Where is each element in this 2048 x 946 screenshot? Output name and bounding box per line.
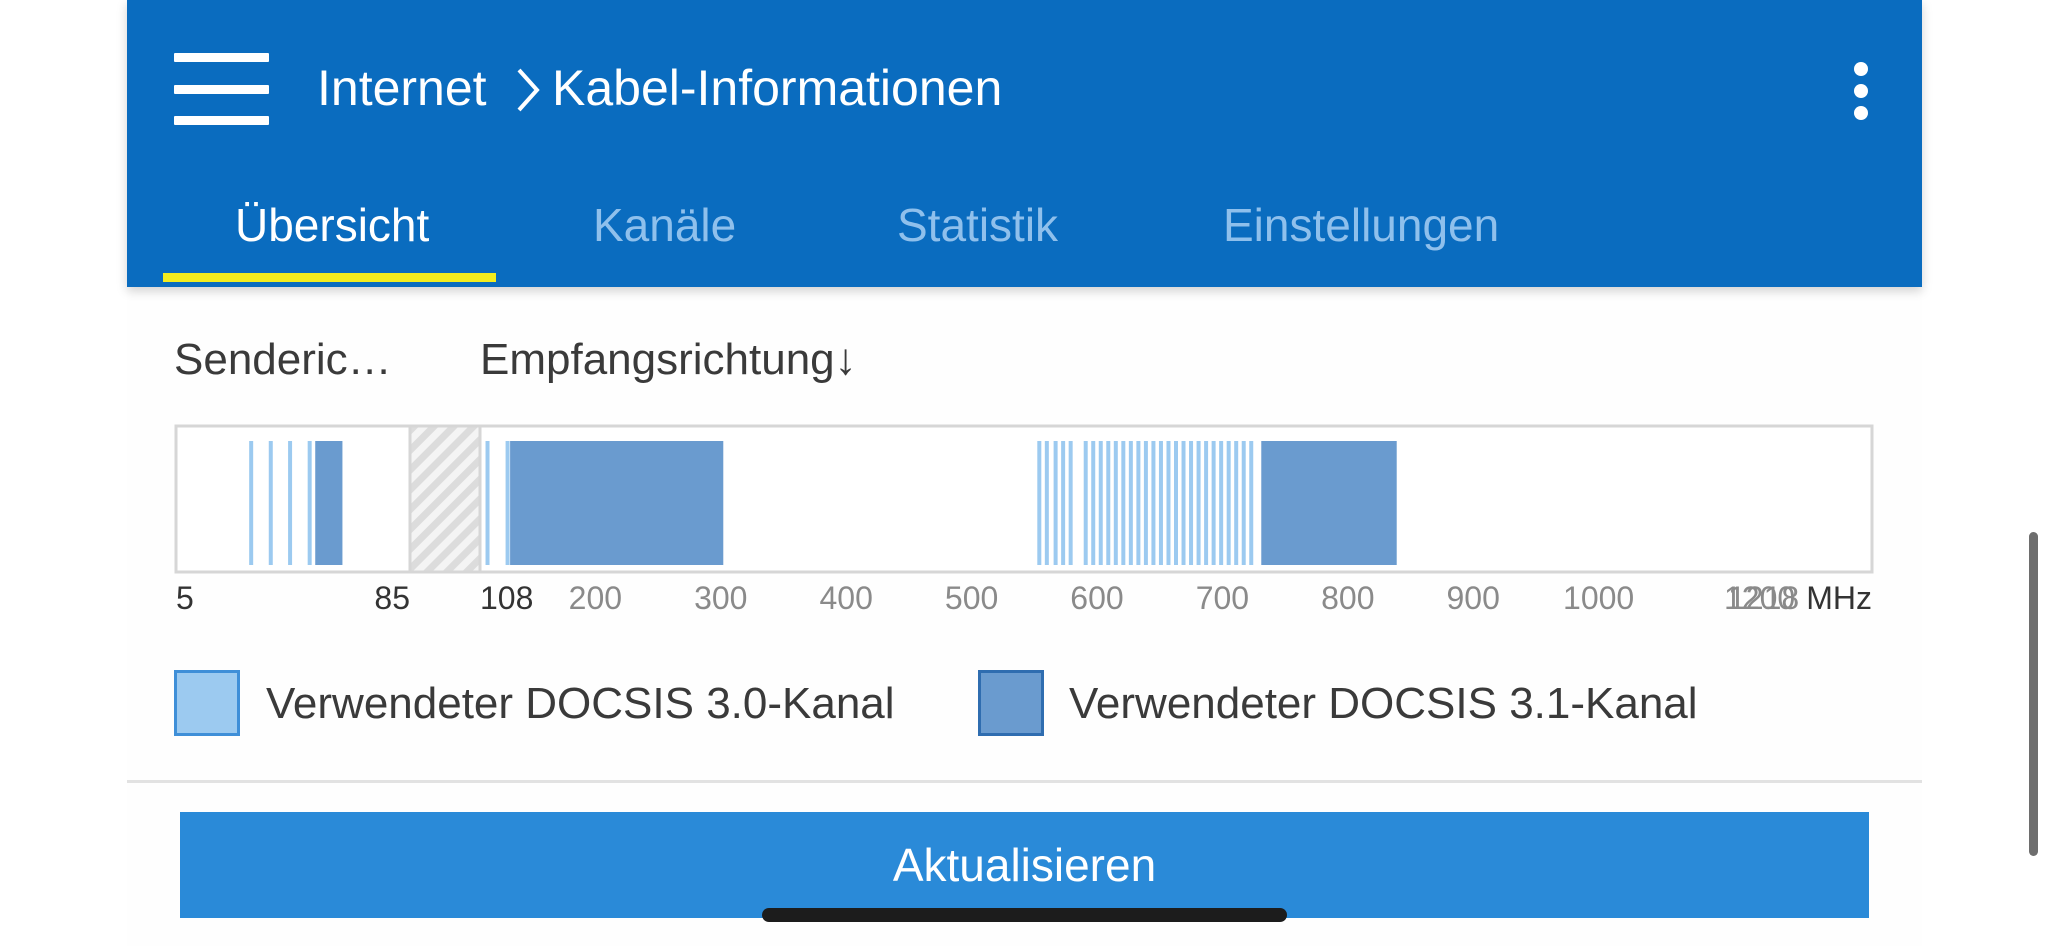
frequency-tick-label: 108 [480,580,533,616]
docsis30-channel-bar [1143,441,1148,565]
docsis30-channel-bar [1166,441,1171,565]
docsis30-channel-bar [1113,441,1118,565]
docsis30-channel-bar [1151,441,1156,565]
refresh-button[interactable]: Aktualisieren [180,812,1869,918]
legend-docsis30-swatch [174,670,240,736]
docsis31-channel-block [315,441,343,565]
breadcrumb-root[interactable]: Internet [317,60,487,116]
tab-statistics[interactable]: Statistik [897,199,1059,251]
frequency-tick-label: 300 [694,580,747,616]
docsis30-channel-bar [1241,441,1246,565]
more-options-icon[interactable] [1850,60,1872,122]
docsis30-channel-bar [1189,441,1194,565]
legend-docsis31-label: Verwendeter DOCSIS 3.1-Kanal [1069,679,1698,728]
upstream-direction-tab[interactable]: Senderic… [174,335,392,384]
docsis30-channel-bar [1091,441,1096,565]
docsis30-channel-bar [1128,441,1133,565]
active-tab-indicator [163,273,496,282]
docsis31-channel-block [1261,441,1397,565]
legend-docsis31-swatch [978,670,1044,736]
docsis30-channel-bar [1204,441,1209,565]
docsis30-channel-bar [1234,441,1239,565]
docsis30-channel-bar [307,441,312,565]
docsis30-channel-bar [1174,441,1178,565]
docsis30-channel-bar [1037,441,1042,565]
frequency-tick-label: 1200 [1724,580,1795,616]
docsis30-channel-bar [1083,441,1088,565]
docsis31-channel-block [510,441,724,565]
docsis30-channel-bar [1249,441,1254,565]
app-container: Internet Kabel-Informationen Übersicht K… [127,0,1922,946]
docsis30-channel-bar [1226,441,1231,565]
docsis30-channel-bar [268,441,273,565]
docsis30-channel-bar [1061,441,1066,565]
frequency-tick-label: 700 [1196,580,1249,616]
section-divider [127,780,1922,783]
docsis30-channel-bar [1106,441,1111,565]
frequency-tick-label: 200 [569,580,622,616]
docsis30-channel-bar [1098,441,1103,565]
frequency-tick-label: 500 [945,580,998,616]
docsis30-channel-bar [485,441,490,565]
docsis30-channel-bar [1121,441,1126,565]
frequency-tick-label: 900 [1447,580,1500,616]
channel-spectrum-chart: 5 85 108 200 300 400 500 600 700 800 900 1000 120012… [174,424,1874,616]
app-header: Internet Kabel-Informationen Übersicht K… [127,0,1922,287]
upstream-band-frame [174,424,412,574]
guard-band [408,424,482,574]
tab-overview[interactable]: Übersicht [235,199,430,251]
downstream-direction-tab[interactable]: Empfangsrichtung↓ [480,335,857,384]
legend-docsis30-label: Verwendeter DOCSIS 3.0-Kanal [266,679,895,728]
docsis30-channel-bar [1068,441,1073,565]
frequency-tick-label: 5 [176,580,194,616]
frequency-tick-label: 1000 [1563,580,1634,616]
docsis30-channel-bar [1158,441,1163,565]
home-indicator[interactable] [762,908,1287,922]
docsis30-channel-bar [1181,441,1186,565]
docsis30-channel-bar [1196,441,1201,565]
docsis30-channel-bar [1211,441,1216,565]
frequency-tick-label: 400 [819,580,872,616]
hamburger-menu-icon[interactable] [174,53,269,125]
docsis30-channel-bar [1136,441,1141,565]
frequency-unit-label: MHz [1806,580,1872,616]
docsis30-channel-bar [1053,441,1058,565]
docsis30-channel-bar [1219,441,1224,565]
frequency-tick-label: 85 [374,580,410,616]
docsis30-channel-bar [288,441,293,565]
frequency-tick-label: 1218 [1728,580,1799,616]
scrollbar[interactable] [2029,532,2038,856]
docsis30-channel-bar [505,441,510,565]
chevron-right-icon [517,68,540,112]
docsis30-channel-bar [1044,441,1049,565]
tab-settings[interactable]: Einstellungen [1223,199,1500,251]
tab-channels[interactable]: Kanäle [593,199,737,251]
docsis30-channel-bar [249,441,254,565]
frequency-tick-label: 600 [1070,580,1123,616]
frequency-tick-label: 800 [1321,580,1374,616]
page-title: Kabel-Informationen [552,60,1003,116]
